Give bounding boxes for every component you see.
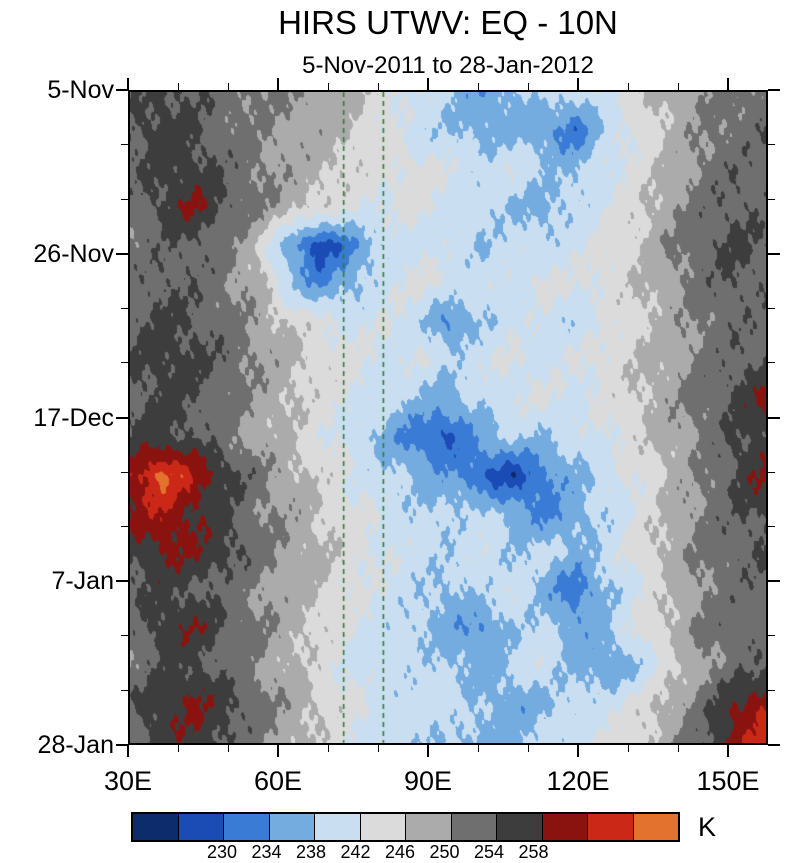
- x-minor-tick-top: [227, 83, 229, 90]
- chart-subtitle: 5-Nov-2011 to 28-Jan-2012: [302, 52, 594, 79]
- y-minor-tick-right: [768, 198, 775, 200]
- x-minor-tick: [177, 745, 179, 752]
- x-minor-tick-top: [477, 83, 479, 90]
- y-minor-tick: [121, 307, 128, 309]
- colorbar-unit-label: K: [698, 812, 717, 842]
- y-minor-tick: [121, 471, 128, 473]
- x-major-tick: [427, 745, 429, 757]
- y-minor-tick: [121, 689, 128, 691]
- y-major-tick-right: [768, 89, 780, 91]
- colorbar-segment: [632, 814, 678, 840]
- x-major-tick-top: [127, 78, 129, 90]
- x-minor-tick: [227, 745, 229, 752]
- colorbar-segment: [587, 814, 633, 840]
- y-minor-tick: [121, 144, 128, 146]
- x-tick-label: 120E: [546, 766, 610, 796]
- y-minor-tick-right: [768, 362, 775, 364]
- y-major-tick: [116, 252, 128, 255]
- colorbar-segment: [223, 814, 269, 840]
- colorbar-tick-label: 258: [518, 842, 549, 862]
- colorbar-tick-label: 230: [206, 842, 238, 862]
- y-tick-label: 26-Nov: [33, 239, 114, 268]
- y-minor-tick-right: [768, 635, 775, 637]
- y-minor-tick: [121, 526, 128, 528]
- x-minor-tick: [327, 745, 329, 752]
- x-minor-tick-top: [377, 83, 379, 90]
- colorbar-segment: [405, 814, 451, 840]
- y-major-tick: [116, 744, 128, 746]
- x-minor-tick: [477, 745, 479, 752]
- colorbar-segment: [133, 814, 178, 840]
- colorbar-segment: [268, 814, 314, 840]
- y-major-tick-right: [768, 744, 780, 746]
- y-minor-tick-right: [768, 307, 775, 309]
- x-tick-label: 90E: [403, 766, 453, 796]
- y-tick-label: 7-Jan: [51, 567, 114, 596]
- x-major-tick: [277, 745, 279, 757]
- colorbar-segment: [450, 814, 496, 840]
- x-major-tick: [127, 745, 129, 757]
- colorbar-tick-label: 254: [473, 842, 505, 862]
- colorbar-tick-label: 250: [429, 842, 460, 862]
- colorbar-tick-label: 234: [251, 842, 282, 862]
- colorbar-segment: [496, 814, 542, 840]
- colorbar-segment: [177, 814, 223, 840]
- x-major-tick-top: [277, 78, 279, 90]
- y-major-tick: [116, 416, 128, 419]
- y-major-tick-right: [768, 580, 780, 583]
- y-minor-tick: [121, 198, 128, 200]
- x-tick-label: 60E: [253, 766, 303, 796]
- y-major-tick-right: [768, 252, 780, 255]
- x-minor-tick-top: [327, 83, 329, 90]
- y-minor-tick: [121, 635, 128, 637]
- x-major-tick-top: [727, 78, 729, 90]
- x-tick-label: 150E: [696, 766, 760, 796]
- x-minor-tick-top: [177, 83, 179, 90]
- x-minor-tick: [677, 745, 679, 752]
- x-minor-tick-top: [627, 83, 629, 90]
- colorbar-segment: [359, 814, 405, 840]
- x-major-tick: [727, 745, 729, 757]
- y-major-tick: [116, 89, 128, 91]
- x-major-tick-top: [577, 78, 579, 90]
- x-major-tick: [577, 745, 579, 757]
- y-minor-tick: [121, 362, 128, 364]
- colorbar-segment: [541, 814, 587, 840]
- colorbar-tick-label: 242: [340, 842, 371, 862]
- y-major-tick-right: [768, 416, 780, 419]
- x-minor-tick: [527, 745, 529, 752]
- y-minor-tick-right: [768, 689, 775, 691]
- colorbar-tick-label: 246: [384, 842, 416, 862]
- contour-field-canvas: [130, 92, 766, 743]
- y-tick-label: 5-Nov: [47, 76, 114, 104]
- y-minor-tick-right: [768, 526, 775, 528]
- x-minor-tick-top: [677, 83, 679, 90]
- x-tick-label: 30E: [103, 766, 153, 796]
- x-minor-tick-top: [527, 83, 529, 90]
- y-minor-tick-right: [768, 471, 775, 473]
- y-tick-label: 28-Jan: [37, 731, 114, 759]
- chart-title: HIRS UTWV: EQ - 10N: [278, 4, 618, 41]
- y-major-tick: [116, 580, 128, 583]
- colorbar: [131, 812, 680, 842]
- y-tick-label: 17-Dec: [33, 403, 114, 432]
- y-minor-tick-right: [768, 144, 775, 146]
- x-minor-tick: [377, 745, 379, 752]
- x-major-tick-top: [427, 78, 429, 90]
- colorbar-segment: [314, 814, 360, 840]
- x-minor-tick: [627, 745, 629, 752]
- plot-area: [128, 90, 768, 745]
- colorbar-tick-label: 238: [295, 842, 327, 862]
